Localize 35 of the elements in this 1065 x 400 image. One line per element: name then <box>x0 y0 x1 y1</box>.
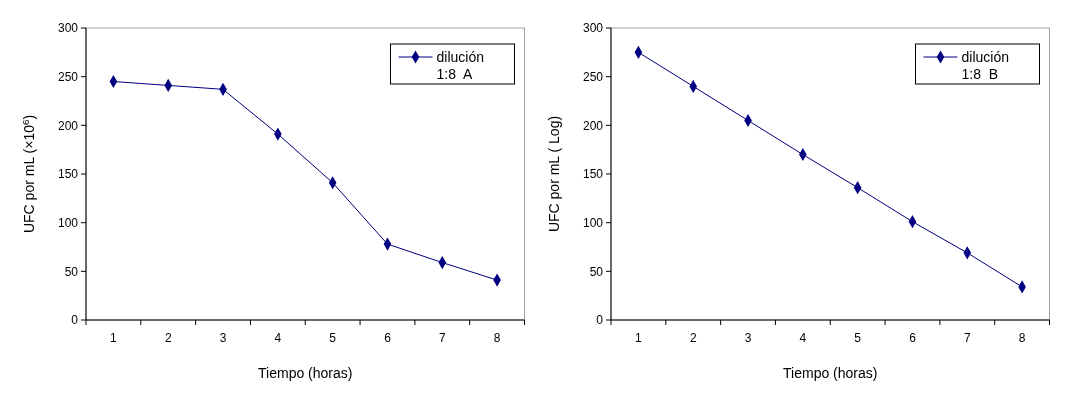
x-tick-label: 8 <box>1018 331 1026 345</box>
legend-label: dilución 1:8 B <box>961 48 1009 82</box>
x-tick-label: 4 <box>274 331 282 345</box>
y-tick-label: 150 <box>582 167 603 182</box>
x-tick-label: 3 <box>219 331 227 345</box>
y-tick-label: 100 <box>582 215 603 230</box>
x-tick-label: 6 <box>908 331 916 345</box>
x-tick-label: 3 <box>744 331 752 345</box>
x-tick-label: 2 <box>689 331 697 345</box>
x-axis-title: Tiempo (horas) <box>782 365 877 381</box>
x-tick-label: 6 <box>384 331 392 345</box>
y-tick-label: 300 <box>57 21 79 36</box>
x-tick-label: 5 <box>329 331 337 345</box>
x-tick-label: 8 <box>493 331 501 345</box>
x-axis-title: Tiempo (horas) <box>258 365 353 381</box>
x-tick-label: 7 <box>963 331 971 345</box>
y-tick-label: 50 <box>589 264 603 279</box>
y-tick-label: 200 <box>582 118 603 133</box>
x-tick-label: 4 <box>799 331 806 345</box>
y-tick-label: 200 <box>57 118 79 133</box>
x-tick-label: 7 <box>438 331 446 345</box>
y-tick-label: 300 <box>582 21 603 36</box>
y-tick-label: 50 <box>64 264 79 279</box>
y-tick-label: 0 <box>595 313 603 328</box>
y-axis-title: UFC por mL ( Log) <box>545 115 562 233</box>
x-tick-label: 1 <box>634 331 642 345</box>
y-tick-label: 100 <box>57 215 79 230</box>
y-tick-label: 0 <box>71 313 79 328</box>
y-tick-label: 250 <box>582 69 603 84</box>
x-tick-label: 5 <box>853 331 861 345</box>
x-tick-label: 2 <box>164 331 172 345</box>
x-tick-label: 1 <box>110 331 118 345</box>
y-tick-label: 250 <box>57 69 79 84</box>
y-tick-label: 150 <box>57 167 79 182</box>
legend-label: dilución 1:8 A <box>436 48 484 82</box>
